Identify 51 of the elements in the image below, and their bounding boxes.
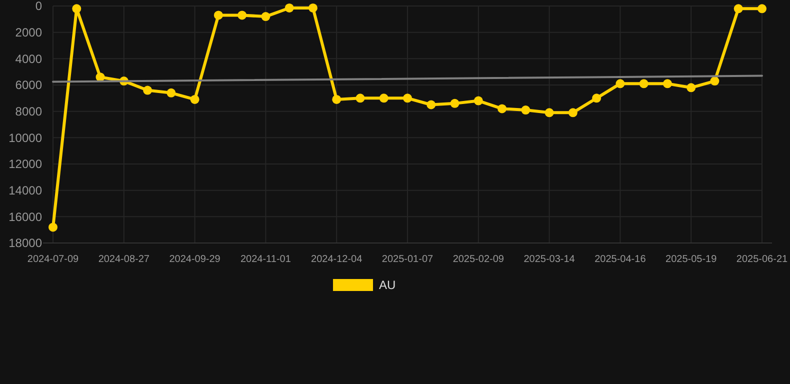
point xyxy=(284,3,294,12)
point xyxy=(356,94,365,103)
point xyxy=(48,222,58,232)
legend-label: AU xyxy=(379,278,396,292)
point xyxy=(261,12,270,22)
point xyxy=(568,108,578,118)
x-tick-label: 2024-11-01 xyxy=(240,254,292,265)
point xyxy=(450,98,460,108)
x-tick-label: 2025-03-14 xyxy=(524,254,576,265)
point xyxy=(521,106,530,115)
point xyxy=(214,10,223,20)
y-tick-label: 0 xyxy=(35,0,42,14)
point xyxy=(166,88,176,98)
y-tick-label: 8000 xyxy=(15,104,42,119)
x-tick-label: 2025-04-16 xyxy=(594,254,646,265)
point xyxy=(72,4,82,14)
point xyxy=(308,3,318,12)
x-tick-label: 2025-05-19 xyxy=(666,254,718,265)
point xyxy=(238,10,247,20)
point xyxy=(332,94,342,104)
point xyxy=(686,83,696,92)
point xyxy=(662,79,672,88)
y-tick-label: 18000 xyxy=(8,236,42,250)
point xyxy=(544,108,554,118)
x-tick-label: 2024-07-09 xyxy=(27,254,80,265)
point xyxy=(639,79,648,88)
point xyxy=(426,100,436,110)
y-tick-label: 2000 xyxy=(15,26,42,40)
y-tick-label: 12000 xyxy=(8,157,42,172)
point xyxy=(498,104,507,114)
x-tick-label: 2024-12-04 xyxy=(311,254,363,265)
point xyxy=(143,86,152,95)
point xyxy=(758,4,766,14)
x-tick-label: 2024-09-29 xyxy=(169,254,221,265)
point xyxy=(474,96,483,106)
point xyxy=(710,76,720,86)
y-tick-label: 6000 xyxy=(15,78,42,92)
y-tick-label: 10000 xyxy=(8,130,42,145)
y-tick-label: 4000 xyxy=(15,52,42,66)
x-tick-label: 2025-06-21 xyxy=(736,254,788,265)
point xyxy=(379,94,388,103)
x-tick-label: 2025-02-09 xyxy=(452,254,504,265)
x-tick-label: 2024-08-27 xyxy=(98,254,150,265)
point xyxy=(403,94,412,103)
x-tick-label: 2025-01-07 xyxy=(382,254,434,265)
point xyxy=(734,4,743,14)
point xyxy=(616,79,625,88)
point xyxy=(592,94,602,103)
y-tick-label: 14000 xyxy=(8,184,42,198)
point xyxy=(190,94,200,104)
y-tick-label: 16000 xyxy=(8,210,42,224)
